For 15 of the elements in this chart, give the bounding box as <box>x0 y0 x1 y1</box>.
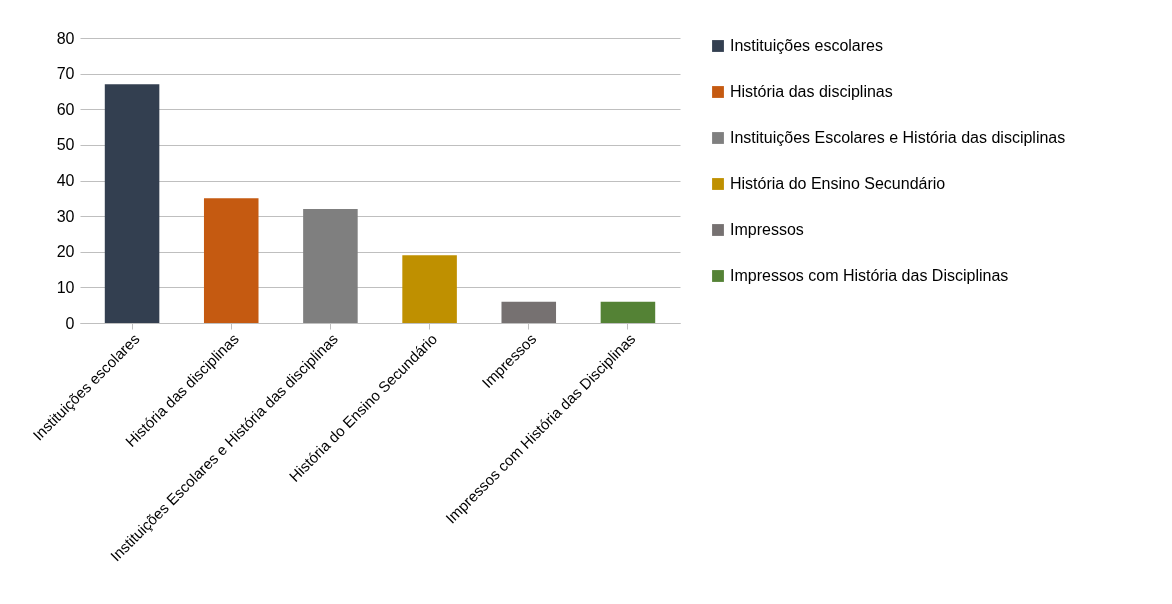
y-tick-label: 30 <box>56 207 75 225</box>
y-tick-label: 50 <box>56 136 75 154</box>
y-tick-label: 80 <box>56 29 75 47</box>
legend-label: Impressos <box>730 221 804 238</box>
legend-label: História do Ensino Secundário <box>730 175 946 192</box>
legend-label: História das disciplinas <box>730 83 893 100</box>
y-tick-label: 10 <box>56 278 75 296</box>
legend-label: Instituições escolares <box>730 37 883 54</box>
legend-label: Impressos com História das Disciplinas <box>730 267 1009 284</box>
y-tick-label: 40 <box>56 172 75 189</box>
legend-label: Instituições Escolares e História das disciplinas <box>730 129 1066 146</box>
y-tick-label: 70 <box>56 65 75 83</box>
y-tick-label: 20 <box>56 243 75 261</box>
y-tick-label: 60 <box>56 100 75 118</box>
y-tick-label: 0 <box>65 314 75 332</box>
